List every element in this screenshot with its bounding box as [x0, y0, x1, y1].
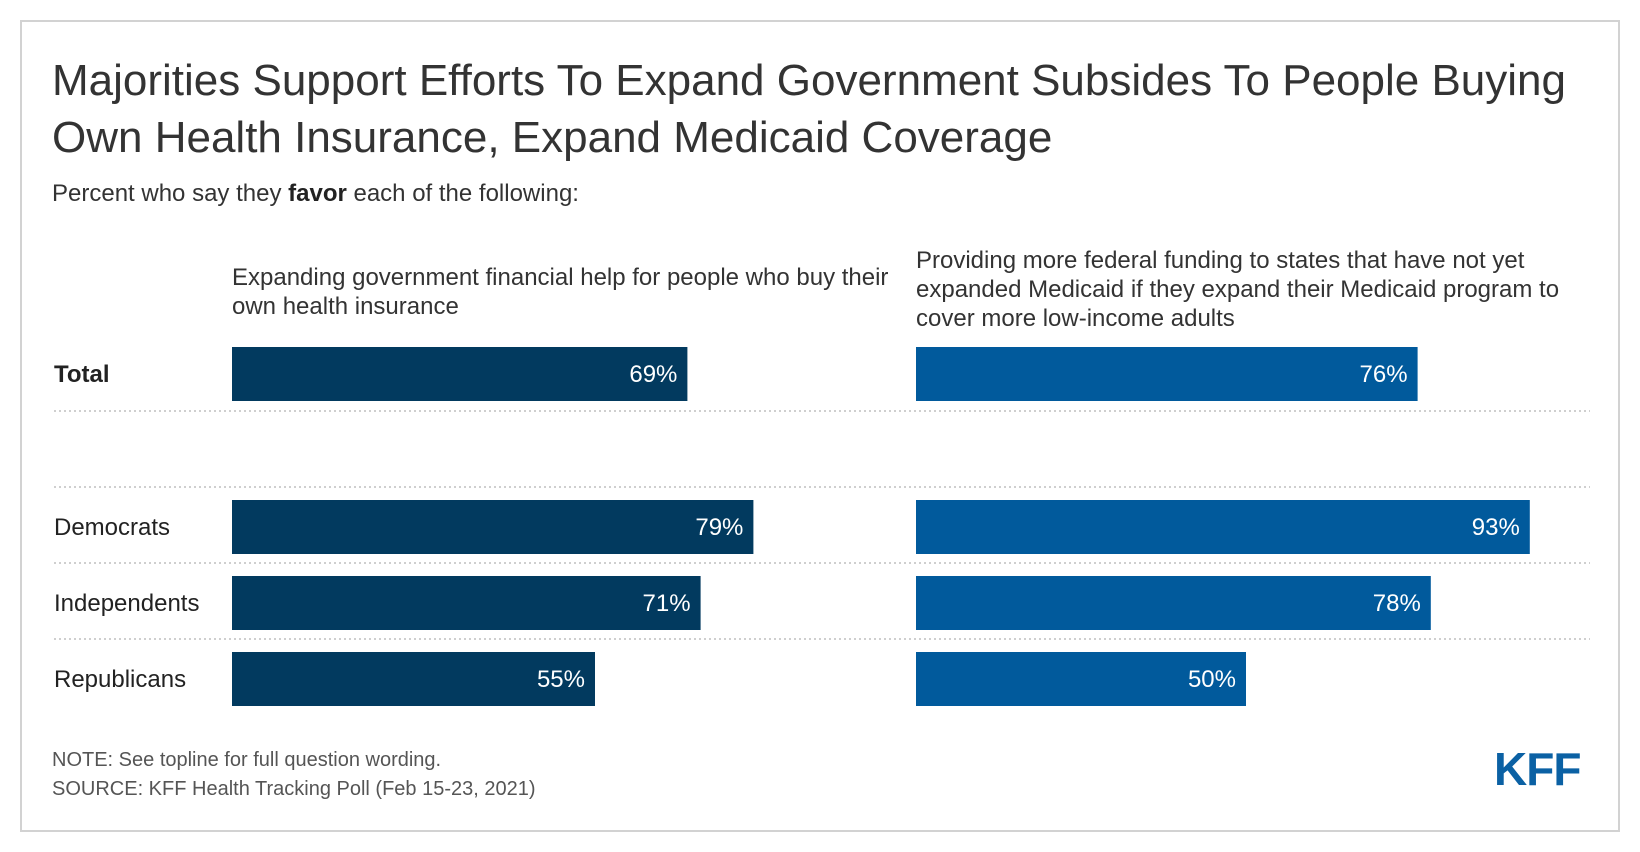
subtitle-post: each of the following:: [346, 180, 579, 207]
data-label-s2-total: 76%: [1360, 361, 1408, 388]
bar-s2-republicans: [916, 652, 1246, 706]
series-1-header: Expanding government financial help for …: [232, 264, 889, 320]
footer-note: NOTE: See topline for full question word…: [52, 749, 442, 771]
bar-s2-independents: [916, 576, 1431, 630]
data-label-s1-republicans: 55%: [537, 666, 585, 693]
chart-title: Majorities Support Efforts To Expand Gov…: [52, 56, 1566, 162]
footer-source: SOURCE: KFF Health Tracking Poll (Feb 15…: [52, 778, 536, 800]
bar-s1-democrats: [232, 500, 754, 554]
data-label-s2-independents: 78%: [1373, 590, 1421, 617]
bar-s1-total: [232, 347, 688, 401]
category-label-republicans: Republicans: [54, 666, 186, 693]
category-label-democrats: Democrats: [54, 514, 170, 541]
category-label-independents: Independents: [54, 590, 199, 617]
data-label-s2-republicans: 50%: [1188, 666, 1236, 693]
subtitle-emphasis: favor: [288, 180, 347, 207]
subtitle-pre: Percent who say they: [52, 180, 289, 207]
category-label-total: Total: [54, 361, 110, 388]
data-label-s1-democrats: 79%: [695, 514, 743, 541]
bar-s2-total: [916, 347, 1418, 401]
data-label-s1-total: 69%: [629, 361, 677, 388]
series-2-header: Providing more federal funding to states…: [916, 247, 1560, 332]
chart-subtitle: Percent who say they favor each of the f…: [52, 180, 579, 208]
data-label-s1-independents: 71%: [643, 590, 691, 617]
data-label-s2-democrats: 93%: [1472, 514, 1520, 541]
bar-s1-republicans: [232, 652, 595, 706]
bar-s2-democrats: [916, 500, 1530, 554]
kff-logo: KFF: [1494, 743, 1581, 795]
bar-s1-independents: [232, 576, 701, 630]
